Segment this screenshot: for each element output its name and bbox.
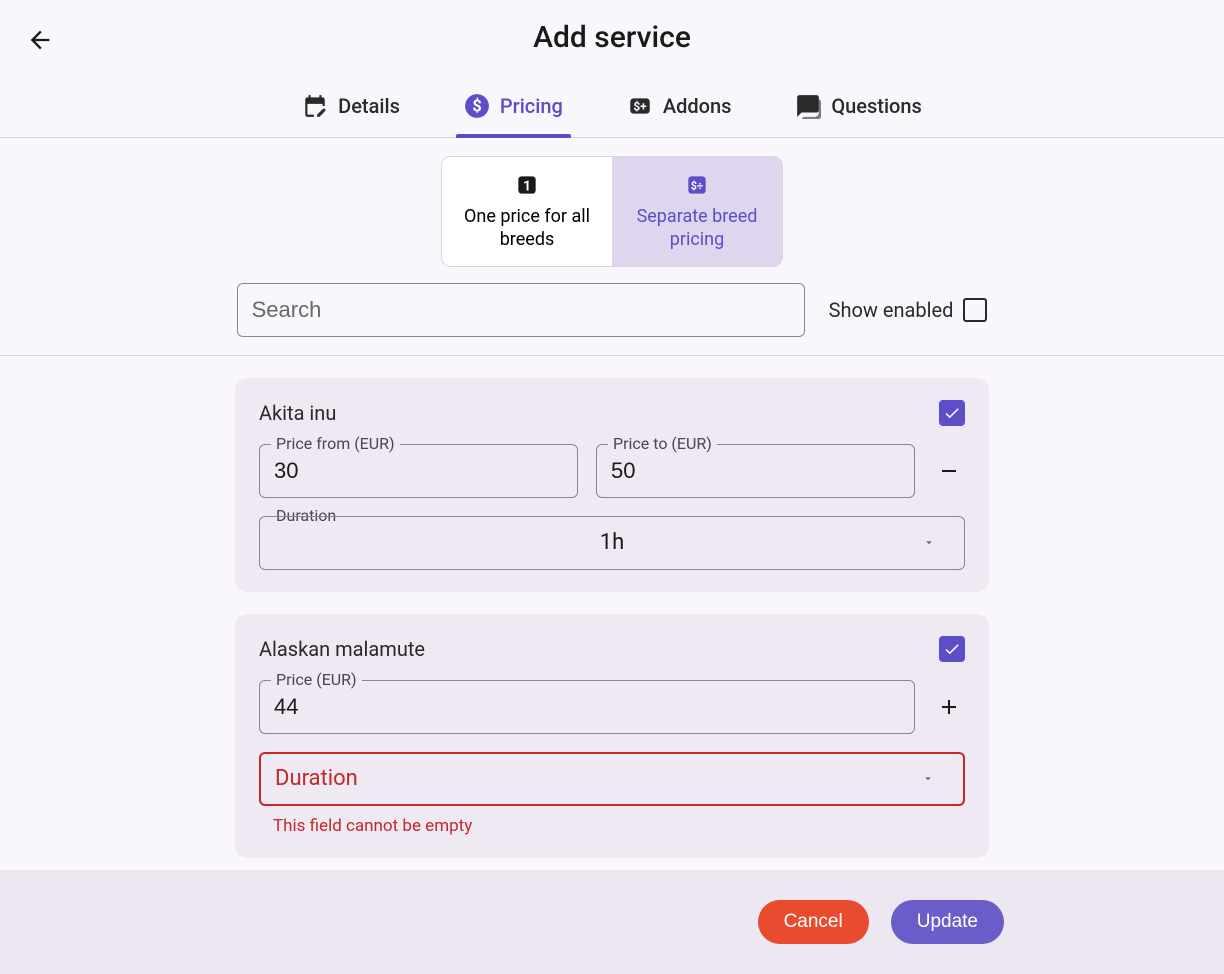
svg-text:$+: $+ [633,99,647,113]
price-from-field: Price from (EUR) [259,444,578,498]
breed-card: Akita inu Price from (EUR) Price to (EUR… [235,378,989,592]
breed-enabled-checkbox[interactable] [939,400,965,426]
checkbox-unchecked-icon [963,298,987,322]
tab-bar: Details $ Pricing $+ Addons Questions [0,83,1224,138]
pricing-mode-one-price[interactable]: 1 One price for all breeds [442,157,612,266]
svg-text:1: 1 [523,178,531,194]
page-title: Add service [0,20,1224,55]
tab-pricing[interactable]: $ Pricing [456,83,571,137]
field-error-text: This field cannot be empty [273,816,965,836]
separate-pricing-icon: $÷ [683,171,711,199]
tab-label: Addons [663,94,732,118]
duration-field: Duration [259,752,965,806]
tab-details[interactable]: Details [294,83,408,137]
tab-label: Pricing [500,94,563,118]
price-field: Price (EUR) [259,680,915,734]
pricing-mode-label: One price for all breeds [454,205,600,252]
pricing-mode-label: Separate breed pricing [624,205,770,252]
minus-icon [937,459,961,483]
check-icon [943,404,961,422]
back-button[interactable] [24,24,56,56]
tab-questions[interactable]: Questions [787,83,929,137]
show-enabled-toggle[interactable]: Show enabled [829,298,988,322]
arrow-left-icon [26,26,54,54]
svg-text:$: $ [472,96,481,115]
field-label: Price to (EUR) [608,434,717,453]
breed-name: Alaskan malamute [259,637,425,661]
price-to-field: Price to (EUR) [596,444,915,498]
dollar-circle-icon: $ [464,93,490,119]
breed-name: Akita inu [259,401,336,425]
pricing-mode-toggle: 1 One price for all breeds $÷ Separate b… [441,156,783,267]
duration-placeholder: Duration [275,766,358,791]
check-icon [943,640,961,658]
tab-label: Questions [831,94,921,118]
search-input[interactable] [237,283,805,337]
chevron-down-icon [922,530,936,555]
tab-addons[interactable]: $+ Addons [619,83,740,137]
footer-bar: Cancel Update [0,870,1224,974]
field-label: Price from (EUR) [271,434,400,453]
calendar-edit-icon [302,93,328,119]
duration-field: Duration 1h [259,516,965,570]
expand-range-button[interactable] [933,695,965,719]
chat-icon [795,93,821,119]
cancel-button[interactable]: Cancel [758,900,869,944]
price-tag-icon: $+ [627,93,653,119]
plus-icon [937,695,961,719]
svg-text:$÷: $÷ [691,179,703,192]
one-icon: 1 [513,171,541,199]
pricing-mode-separate[interactable]: $÷ Separate breed pricing [612,157,782,266]
duration-select[interactable]: Duration [259,752,965,806]
collapse-range-button[interactable] [933,459,965,483]
tab-label: Details [338,94,400,118]
show-enabled-label: Show enabled [829,298,954,322]
duration-select[interactable]: 1h [259,516,965,570]
field-label: Price (EUR) [271,670,362,689]
chevron-down-icon [921,766,935,791]
update-button[interactable]: Update [891,900,1004,944]
breed-card: Alaskan malamute Price (EUR) Duration [235,614,989,858]
breed-enabled-checkbox[interactable] [939,636,965,662]
duration-value: 1h [600,530,624,555]
